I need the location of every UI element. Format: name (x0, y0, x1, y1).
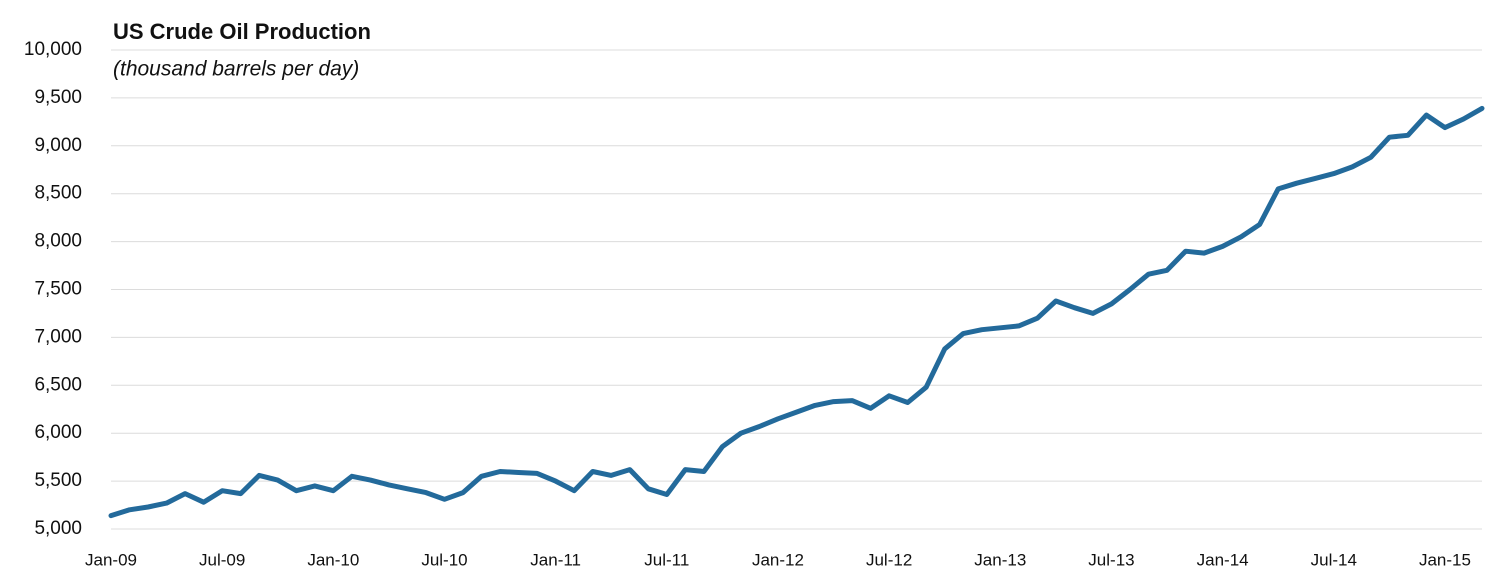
y-tick-label: 5,000 (34, 518, 82, 539)
y-tick-label: 6,000 (34, 422, 82, 443)
x-tick-label: Jul-13 (1088, 550, 1134, 569)
x-tick-label: Jan-12 (752, 550, 804, 569)
x-tick-label: Jul-12 (866, 550, 912, 569)
chart-subtitle: (thousand barrels per day) (113, 58, 359, 81)
x-tick-label: Jul-11 (644, 550, 689, 569)
x-tick-label: Jan-15 (1419, 550, 1471, 569)
y-tick-label: 10,000 (24, 39, 82, 60)
x-tick-label: Jul-10 (421, 550, 467, 569)
data-line (108, 105, 1485, 519)
x-tick-label: Jul-14 (1311, 550, 1357, 569)
x-tick-label: Jan-10 (307, 550, 359, 569)
x-tick-label: Jul-09 (199, 550, 245, 569)
y-tick-label: 9,500 (34, 87, 82, 108)
x-tick-label: Jan-11 (530, 550, 581, 569)
x-tick-label: Jan-14 (1197, 550, 1249, 569)
y-tick-label: 9,000 (34, 135, 82, 156)
chart-title: US Crude Oil Production (113, 19, 371, 44)
x-tick-label: Jan-13 (974, 550, 1026, 569)
x-tick-label: Jan-09 (85, 550, 137, 569)
y-tick-label: 7,000 (34, 326, 82, 347)
y-tick-label: 7,500 (34, 279, 82, 300)
y-tick-label: 8,000 (34, 231, 82, 252)
y-tick-label: 8,500 (34, 183, 82, 204)
y-tick-label: 6,500 (34, 374, 82, 395)
y-tick-label: 5,500 (34, 470, 82, 491)
